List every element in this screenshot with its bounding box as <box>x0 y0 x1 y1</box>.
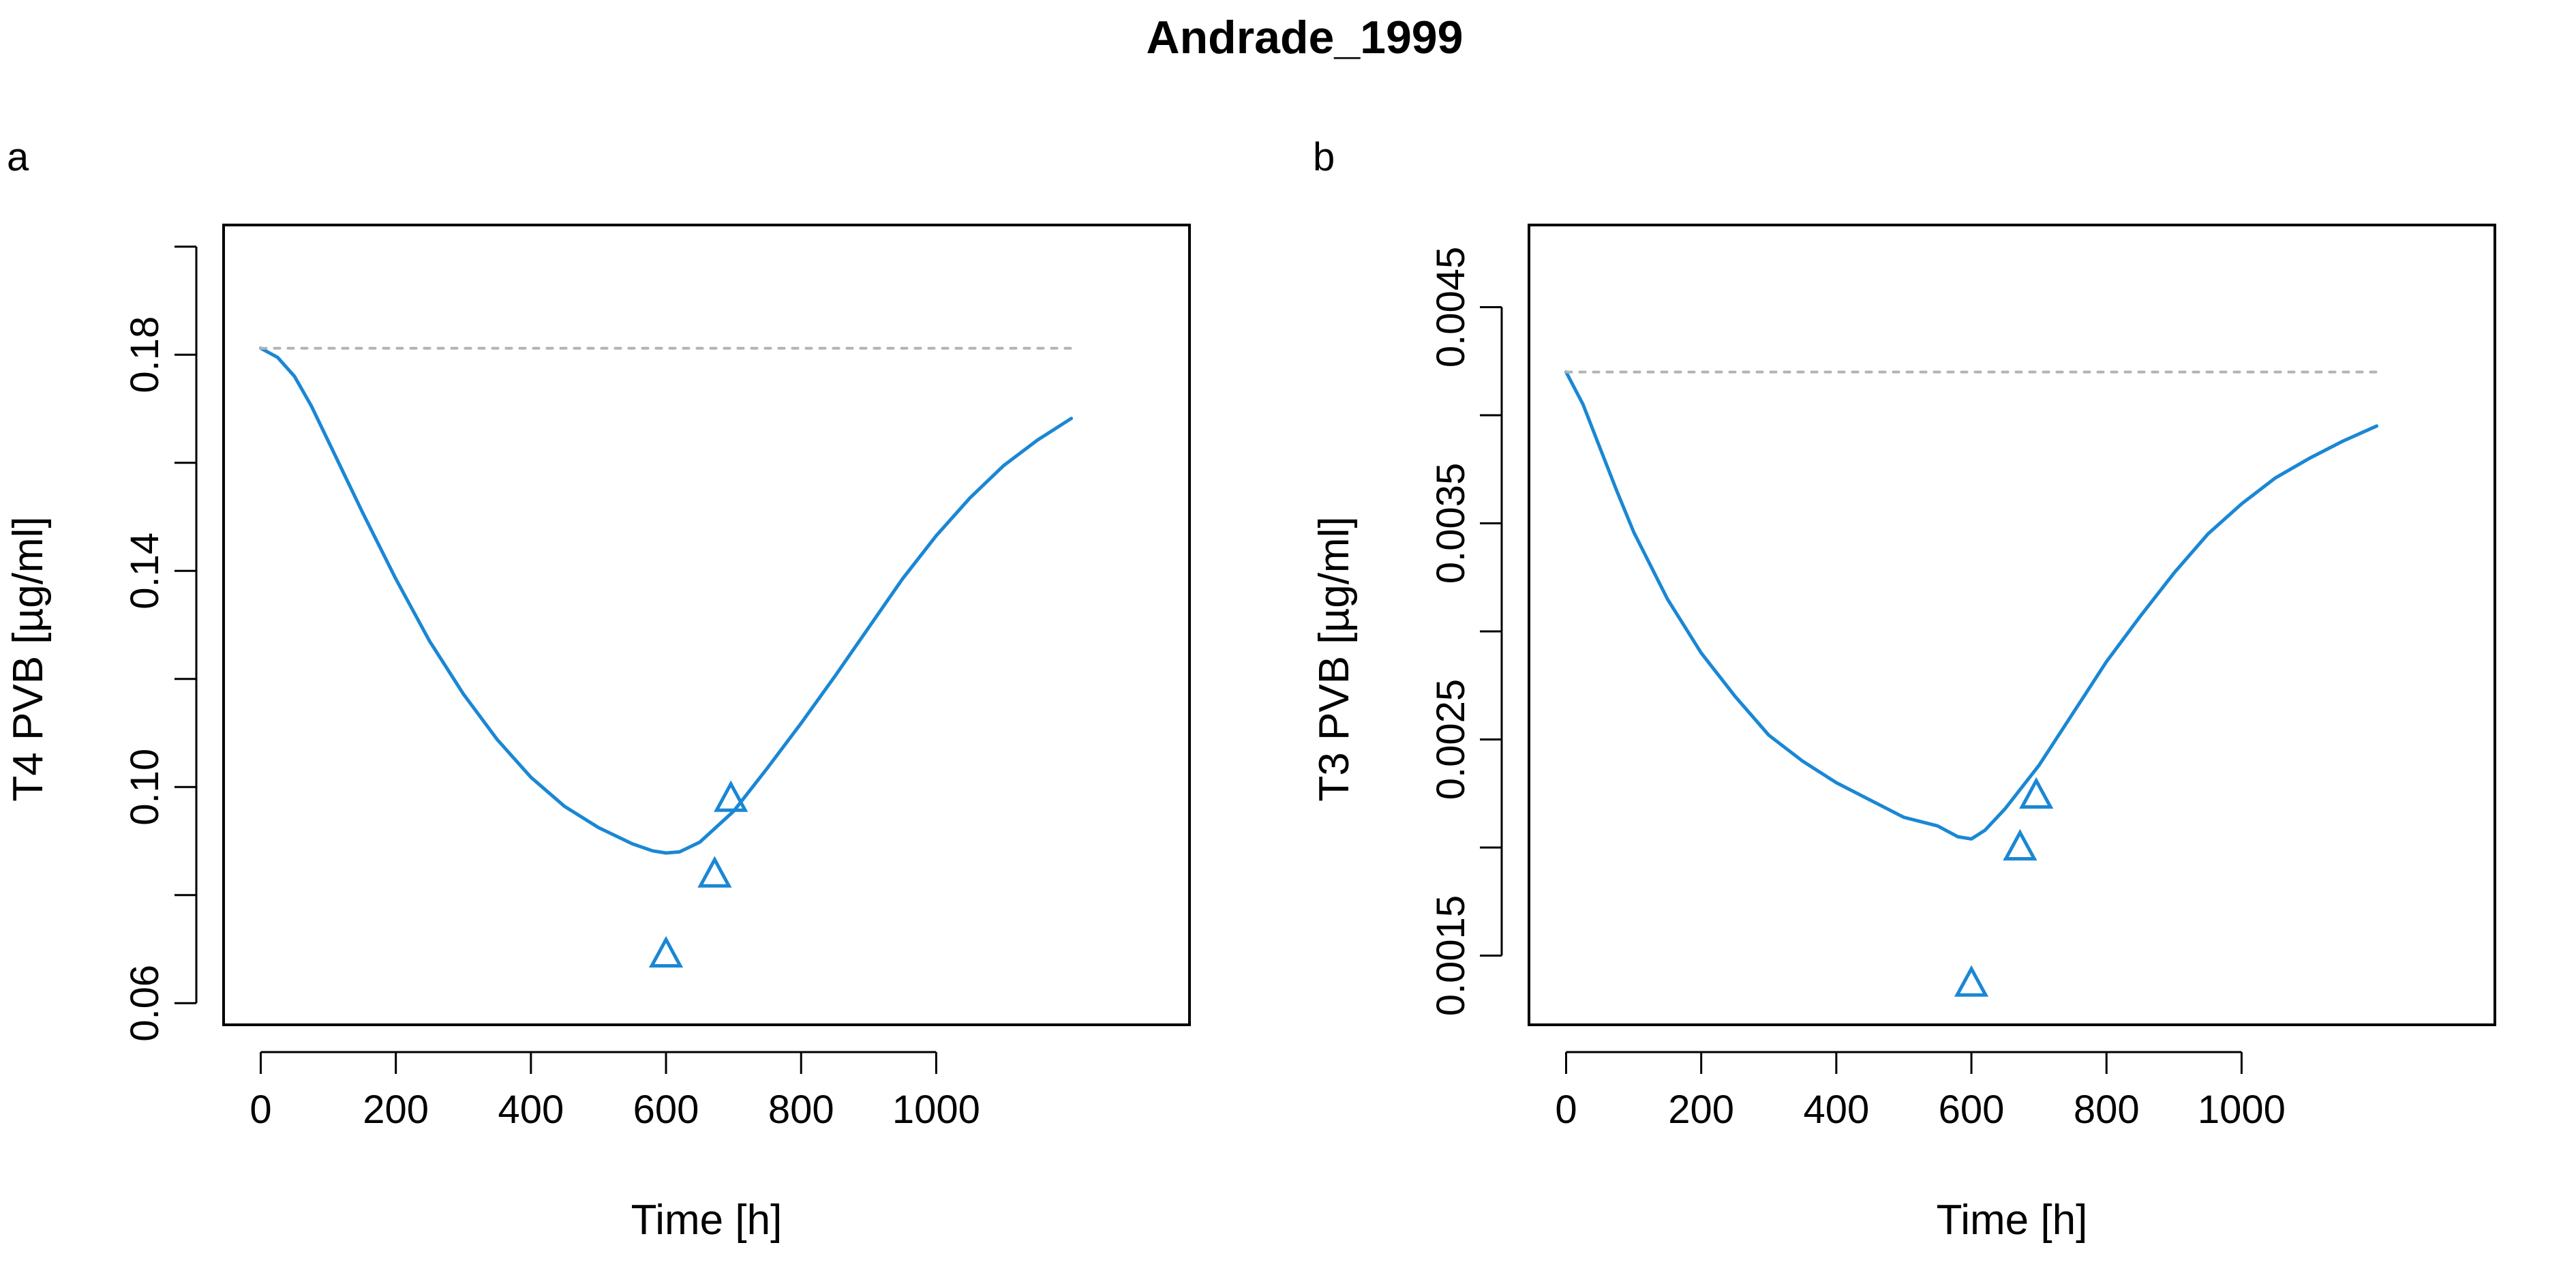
figure-title: Andrade_1999 <box>1147 12 1464 63</box>
panel-a-y-tick-label: 0.18 <box>123 316 167 393</box>
panel-b-x-tick-label: 800 <box>2074 1088 2140 1132</box>
panel-b-observed-point <box>2003 828 2037 860</box>
panel-b-y-tick-label: 0.0045 <box>1429 247 1473 368</box>
panel-b-y-tick-label: 0.0035 <box>1429 463 1473 584</box>
panel-b-y-tick-label: 0.0025 <box>1429 679 1473 800</box>
panel-b-label: b <box>1313 135 1335 179</box>
panel-b-observed-point <box>2019 777 2054 809</box>
panel-b-y-axis-label: T3 PVB [µg/ml] <box>1311 516 1358 801</box>
panel-a-x-tick-label: 800 <box>768 1088 834 1132</box>
panel-b-plot-frame <box>1528 224 2496 1026</box>
panel-b-x-tick-label: 200 <box>1668 1088 1734 1132</box>
panel-a-x-axis-label: Time [h] <box>631 1197 783 1244</box>
panel-a-y-tick-label: 0.10 <box>123 749 167 826</box>
panel-b-x-tick-label: 1000 <box>2198 1088 2286 1132</box>
panel-a-x-tick-label: 200 <box>363 1088 429 1132</box>
panel-a-y-tick-label: 0.14 <box>123 533 167 610</box>
panel-b-x-tick-label: 400 <box>1803 1088 1869 1132</box>
panel-b: b 0 200 400 600 800 1000 0.0015 0.0025 0.0035 0.00… <box>1311 135 2496 1244</box>
panel-a: a 0 200 400 600 800 1000 0.06 0.10 0.14 0.18 Time [… <box>5 135 1191 1244</box>
panel-a-model-curve <box>259 346 1074 855</box>
panel-a-label: a <box>7 135 29 179</box>
panel-a-observed-point <box>697 856 732 888</box>
panel-a-x-tick-label: 0 <box>249 1088 271 1132</box>
panel-a-y-tick-label: 0.06 <box>123 965 167 1042</box>
panel-b-x-tick-label: 0 <box>1555 1088 1577 1132</box>
panel-a-plot-frame <box>222 224 1191 1026</box>
panel-a-observed-point <box>714 780 748 812</box>
panel-a-observed-point <box>648 935 684 968</box>
panel-a-x-tick-label: 600 <box>633 1088 699 1132</box>
panel-a-y-axis-label: T4 PVB [µg/ml] <box>5 516 52 801</box>
panel-b-x-axis-label: Time [h] <box>1937 1197 2088 1244</box>
panel-b-x-tick-label: 600 <box>1939 1088 2005 1132</box>
panel-a-x-tick-label: 400 <box>498 1088 564 1132</box>
panel-b-model-curve <box>1564 370 2379 841</box>
panel-b-y-tick-label: 0.0015 <box>1429 895 1473 1016</box>
panel-a-x-tick-label: 1000 <box>892 1088 980 1132</box>
panel-b-observed-point <box>1954 965 1989 997</box>
